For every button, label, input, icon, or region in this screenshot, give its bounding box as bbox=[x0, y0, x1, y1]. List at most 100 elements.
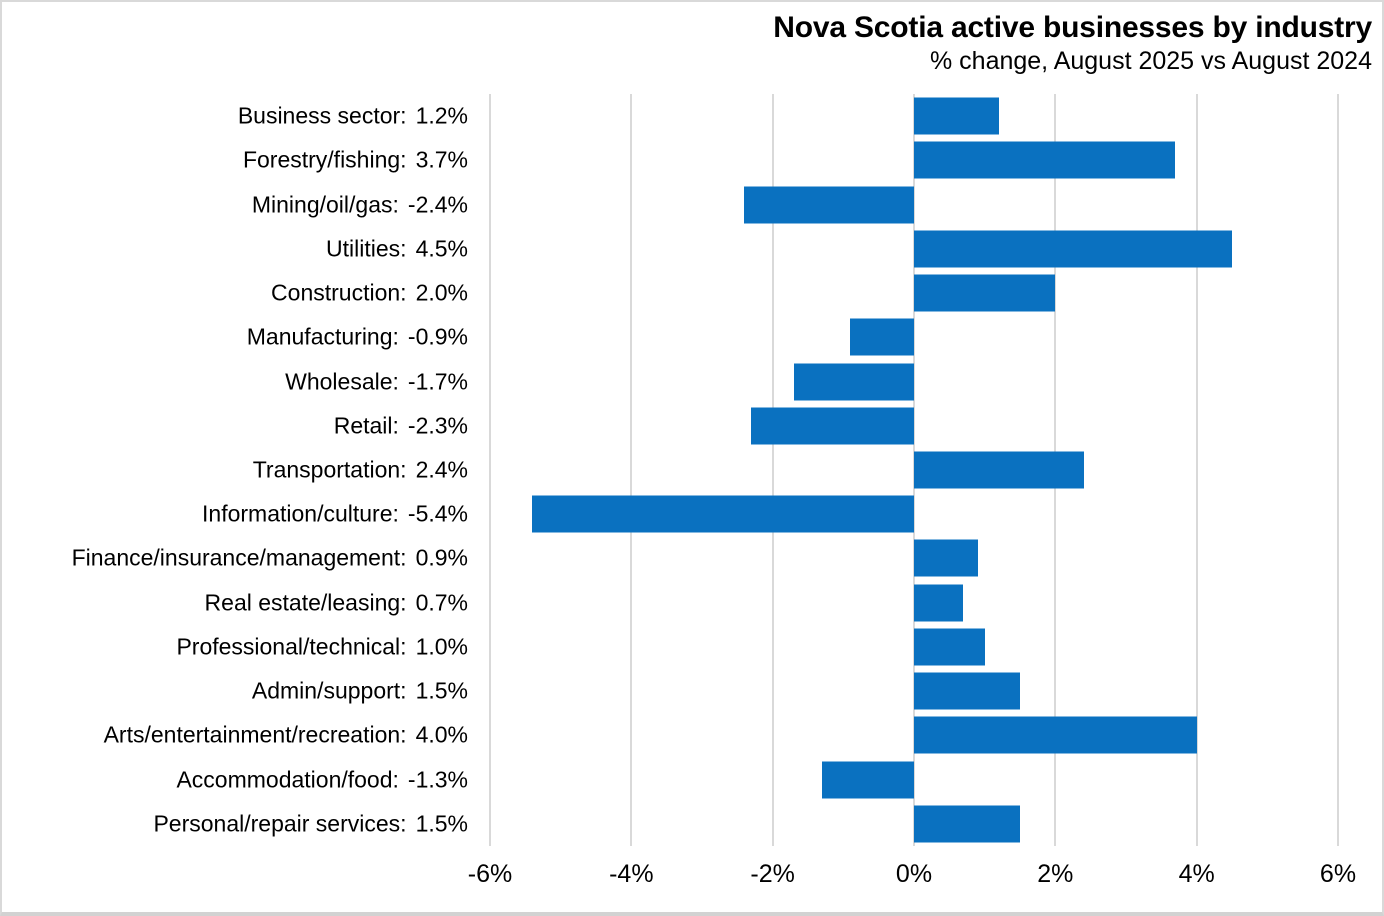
category-label: Construction: 2.0% bbox=[2, 280, 468, 307]
category-name: Transportation: bbox=[252, 456, 407, 483]
category-label: Accommodation/food: -1.3% bbox=[2, 766, 468, 793]
category-name: Finance/insurance/management: bbox=[71, 544, 407, 571]
category-name: Real estate/leasing: bbox=[204, 589, 407, 616]
bar bbox=[914, 230, 1232, 268]
bar-row: Utilities: 4.5% bbox=[2, 227, 1382, 271]
bar bbox=[532, 495, 914, 533]
x-tick-label: 0% bbox=[895, 860, 933, 888]
category-label: Finance/insurance/management: 0.9% bbox=[2, 545, 468, 572]
category-value: -1.3% bbox=[407, 766, 468, 793]
category-label: Wholesale: -1.7% bbox=[2, 368, 468, 395]
category-name: Utilities: bbox=[326, 235, 407, 262]
chart-subtitle: % change, August 2025 vs August 2024 bbox=[929, 47, 1372, 75]
category-label: Professional/technical: 1.0% bbox=[2, 633, 468, 660]
bar bbox=[822, 761, 914, 799]
category-label: Mining/oil/gas: -2.4% bbox=[2, 191, 468, 218]
bar-row: Arts/entertainment/recreation: 4.0% bbox=[2, 713, 1382, 757]
gridline bbox=[489, 94, 491, 846]
bar bbox=[751, 407, 914, 445]
category-name: Arts/entertainment/recreation: bbox=[103, 721, 407, 748]
category-label: Forestry/fishing: 3.7% bbox=[2, 147, 468, 174]
category-label: Retail: -2.3% bbox=[2, 412, 468, 439]
category-value: -0.9% bbox=[407, 323, 468, 350]
x-tick-label: -4% bbox=[609, 860, 654, 888]
category-name: Information/culture: bbox=[202, 500, 399, 527]
bar bbox=[793, 363, 914, 401]
bar-rows-container: Business sector: 1.2% Forestry/fishing: 3.7… bbox=[2, 94, 1382, 846]
category-value: -5.4% bbox=[407, 500, 468, 527]
category-label: Information/culture: -5.4% bbox=[2, 501, 468, 528]
category-name: Business sector: bbox=[237, 102, 407, 129]
category-value: 3.7% bbox=[415, 146, 468, 173]
category-value: 4.5% bbox=[415, 235, 468, 262]
bar-row: Professional/technical: 1.0% bbox=[2, 625, 1382, 669]
bar bbox=[914, 805, 1020, 843]
category-value: -2.3% bbox=[407, 412, 468, 439]
bar-row: Information/culture: -5.4% bbox=[2, 492, 1382, 536]
bar bbox=[914, 141, 1176, 179]
bar-row: Real estate/leasing: 0.7% bbox=[2, 581, 1382, 625]
x-tick-label: -2% bbox=[750, 860, 795, 888]
bar-row: Wholesale: -1.7% bbox=[2, 359, 1382, 403]
x-tick-label: 4% bbox=[1178, 860, 1215, 888]
bar bbox=[914, 716, 1197, 754]
category-label: Arts/entertainment/recreation: 4.0% bbox=[2, 722, 468, 749]
chart-title: Nova Scotia active businesses by industr… bbox=[773, 11, 1372, 44]
bar-row: Construction: 2.0% bbox=[2, 271, 1382, 315]
category-value: 1.2% bbox=[415, 102, 468, 129]
category-value: 0.7% bbox=[415, 589, 468, 616]
category-name: Manufacturing: bbox=[246, 323, 399, 350]
bar-row: Admin/support: 1.5% bbox=[2, 669, 1382, 713]
bar-row: Forestry/fishing: 3.7% bbox=[2, 138, 1382, 182]
x-tick-label: -6% bbox=[467, 860, 513, 888]
category-value: 4.0% bbox=[415, 721, 468, 748]
bar-row: Manufacturing: -0.9% bbox=[2, 315, 1382, 359]
category-name: Professional/technical: bbox=[176, 633, 407, 660]
category-name: Wholesale: bbox=[285, 368, 399, 395]
bar-row: Personal/repair services: 1.5% bbox=[2, 802, 1382, 846]
category-value: 1.5% bbox=[415, 677, 468, 704]
gridline bbox=[630, 94, 633, 846]
category-name: Admin/support: bbox=[251, 677, 407, 704]
category-label: Utilities: 4.5% bbox=[2, 235, 468, 262]
category-label: Admin/support: 1.5% bbox=[2, 678, 468, 705]
bar bbox=[914, 672, 1020, 710]
bar bbox=[914, 628, 985, 666]
category-label: Real estate/leasing: 0.7% bbox=[2, 589, 468, 616]
category-label: Manufacturing: -0.9% bbox=[2, 324, 468, 351]
category-label: Business sector: 1.2% bbox=[2, 103, 468, 130]
category-value: 0.9% bbox=[415, 544, 468, 571]
gridline bbox=[771, 94, 774, 846]
category-name: Mining/oil/gas: bbox=[251, 191, 399, 218]
bar bbox=[914, 584, 964, 622]
bar-row: Finance/insurance/management: 0.9% bbox=[2, 536, 1382, 580]
category-name: Accommodation/food: bbox=[176, 766, 399, 793]
category-value: 1.5% bbox=[415, 810, 468, 837]
category-name: Retail: bbox=[333, 412, 399, 439]
category-value: 2.0% bbox=[415, 279, 468, 306]
x-tick-label: 6% bbox=[1319, 860, 1357, 888]
category-value: -2.4% bbox=[407, 191, 468, 218]
bar bbox=[914, 97, 999, 135]
category-value: -1.7% bbox=[407, 368, 468, 395]
category-label: Transportation: 2.4% bbox=[2, 456, 468, 483]
bar-row: Retail: -2.3% bbox=[2, 404, 1382, 448]
category-name: Personal/repair services: bbox=[153, 810, 407, 837]
bar-row: Mining/oil/gas: -2.4% bbox=[2, 182, 1382, 226]
category-name: Forestry/fishing: bbox=[242, 146, 407, 173]
bar-row: Business sector: 1.2% bbox=[2, 94, 1382, 138]
category-value: 2.4% bbox=[415, 456, 468, 483]
bar bbox=[914, 539, 978, 577]
bar-row: Transportation: 2.4% bbox=[2, 448, 1382, 492]
gridline bbox=[1195, 94, 1198, 846]
bar-row: Accommodation/food: -1.3% bbox=[2, 758, 1382, 802]
gridline bbox=[1337, 94, 1339, 846]
category-label: Personal/repair services: 1.5% bbox=[2, 810, 468, 837]
x-axis: -6% -4% -2% 0% 2% 4% 6% bbox=[2, 860, 1382, 900]
bar bbox=[744, 186, 914, 224]
category-name: Construction: bbox=[271, 279, 407, 306]
bar bbox=[914, 451, 1084, 489]
bar bbox=[850, 318, 914, 356]
category-value: 1.0% bbox=[415, 633, 468, 660]
